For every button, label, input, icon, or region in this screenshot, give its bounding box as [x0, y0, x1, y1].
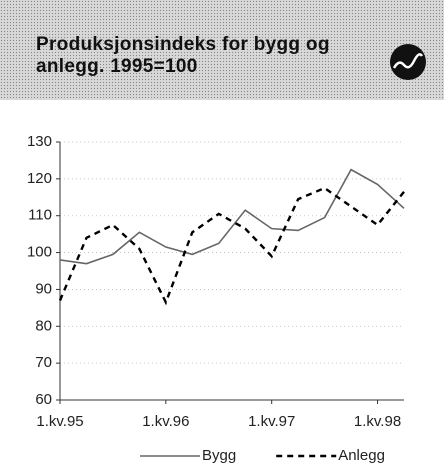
logo — [390, 44, 426, 80]
y-tick-label: 100 — [27, 244, 52, 261]
header-box: Produksjonsindeks for bygg og anlegg. 19… — [0, 0, 444, 100]
y-tick-label: 70 — [35, 354, 52, 371]
y-tick-label: 110 — [28, 207, 52, 224]
x-tick-label: 1.kv.96 — [142, 413, 189, 430]
x-tick-label: 1.kv.98 — [354, 413, 401, 430]
x-tick-label: 1.kv.97 — [248, 413, 295, 430]
series-line — [59, 168, 405, 265]
legend-label: Anlegg — [338, 447, 385, 464]
y-tick-label: 90 — [35, 280, 52, 297]
y-tick-label: 60 — [35, 391, 52, 408]
y-tick-label: 120 — [27, 170, 52, 187]
series-line — [58, 186, 405, 306]
y-tick-label: 80 — [35, 317, 52, 334]
x-tick-label: 1.kv.95 — [36, 413, 83, 430]
legend-label: Bygg — [202, 447, 236, 464]
y-tick-label: 130 — [27, 133, 52, 150]
chart: 60 70 80 90 100 110 120 130 1.kv.95 1.kv.96 1.kv.9… — [27, 133, 405, 464]
chart-title: Produksjonsindeks for bygg og anlegg. 19… — [36, 34, 330, 77]
